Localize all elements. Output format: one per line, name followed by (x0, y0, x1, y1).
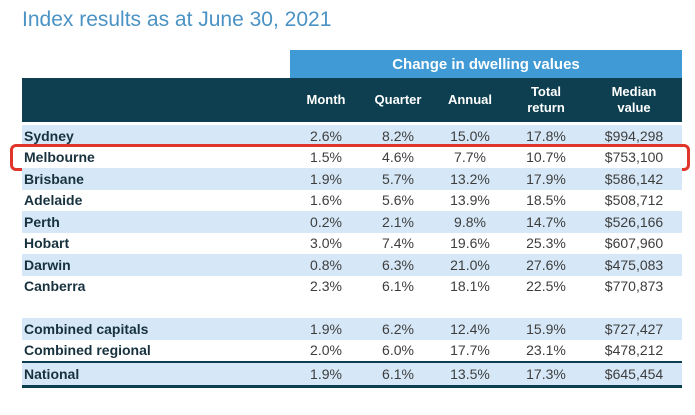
cell-median-value: $478,212 (604, 342, 664, 359)
table-row: Combined regional 2.0% 6.0% 17.7% 23.1% … (22, 339, 682, 361)
column-header-quarter: Quarter (374, 92, 422, 108)
cell-month: 1.9% (310, 365, 342, 382)
cell-quarter: 6.1% (382, 278, 414, 295)
cell-total-return: 10.7% (526, 149, 566, 166)
cell-median-value: $727,427 (604, 320, 664, 337)
cell-total-return: 15.9% (526, 320, 566, 337)
page-title: Index results as at June 30, 2021 (22, 8, 332, 31)
cell-quarter: 2.1% (382, 213, 414, 230)
column-header-annual: Annual (447, 92, 493, 108)
row-label: Darwin (24, 256, 71, 273)
cell-quarter: 6.3% (382, 256, 414, 273)
column-header-median-value: Median value (611, 84, 657, 115)
band-row: Change in dwelling values (22, 50, 682, 78)
cell-median-value: $607,960 (604, 235, 664, 252)
cell-quarter: 4.6% (382, 149, 414, 166)
row-label: Melbourne (24, 149, 95, 166)
cell-total-return: 17.9% (526, 170, 566, 187)
table-row: Darwin 0.8% 6.3% 21.0% 27.6% $475,083 (22, 254, 682, 276)
cell-total-return: 17.8% (526, 127, 566, 144)
cell-month: 1.5% (310, 149, 342, 166)
table-row: Combined capitals 1.9% 6.2% 12.4% 15.9% … (22, 318, 682, 340)
table-row: Brisbane 1.9% 5.7% 13.2% 17.9% $586,142 (22, 168, 682, 190)
cell-month: 2.0% (310, 342, 342, 359)
row-label: Adelaide (24, 192, 83, 209)
cell-month: 3.0% (310, 235, 342, 252)
cell-annual: 13.9% (450, 192, 490, 209)
row-label: National (24, 365, 80, 382)
column-header-total-return: Total return (527, 84, 565, 115)
cell-median-value: $586,142 (604, 170, 664, 187)
cell-annual: 17.7% (450, 342, 490, 359)
cell-median-value: $475,083 (604, 256, 664, 273)
table-body: Sydney 2.6% 8.2% 15.0% 17.8% $994,298 Me… (10, 122, 690, 388)
cell-median-value: $994,298 (604, 127, 664, 144)
cell-annual: 15.0% (450, 127, 490, 144)
row-label: Sydney (24, 127, 74, 144)
row-label: Combined capitals (24, 320, 149, 337)
cell-annual: 13.5% (450, 365, 490, 382)
cell-total-return: 25.3% (526, 235, 566, 252)
table-header-row: Month Quarter Annual Total return Median… (22, 78, 682, 122)
cell-month: 1.9% (310, 170, 342, 187)
cell-annual: 21.0% (450, 256, 490, 273)
cell-annual: 7.7% (454, 149, 486, 166)
cell-total-return: 18.5% (526, 192, 566, 209)
cell-month: 1.6% (310, 192, 342, 209)
cell-quarter: 5.6% (382, 192, 414, 209)
cell-annual: 18.1% (450, 278, 490, 295)
cell-month: 1.9% (310, 320, 342, 337)
cell-quarter: 8.2% (382, 127, 414, 144)
cell-annual: 13.2% (450, 170, 490, 187)
cell-median-value: $645,454 (604, 365, 664, 382)
cell-annual: 19.6% (450, 235, 490, 252)
cell-median-value: $508,712 (604, 192, 664, 209)
cell-total-return: 17.3% (526, 365, 566, 382)
cell-median-value: $770,873 (604, 278, 664, 295)
spacer-row (22, 297, 682, 318)
table-row: Canberra 2.3% 6.1% 18.1% 22.5% $770,873 (22, 275, 682, 297)
cell-median-value: $526,166 (604, 213, 664, 230)
table-row: National 1.9% 6.1% 13.5% 17.3% $645,454 (22, 361, 682, 388)
table-row: Sydney 2.6% 8.2% 15.0% 17.8% $994,298 (22, 125, 682, 147)
cell-quarter: 6.1% (382, 365, 414, 382)
cell-annual: 12.4% (450, 320, 490, 337)
table-row: Adelaide 1.6% 5.6% 13.9% 18.5% $508,712 (22, 189, 682, 211)
row-label: Perth (24, 213, 60, 230)
cell-month: 2.6% (310, 127, 342, 144)
table-row: Hobart 3.0% 7.4% 19.6% 25.3% $607,960 (22, 232, 682, 254)
cell-annual: 9.8% (454, 213, 486, 230)
column-header-region (22, 78, 290, 122)
cell-total-return: 23.1% (526, 342, 566, 359)
index-results-table: Change in dwelling values Month Quarter … (10, 50, 690, 388)
cell-quarter: 6.2% (382, 320, 414, 337)
cell-median-value: $753,100 (604, 149, 664, 166)
column-header-month: Month (306, 92, 346, 108)
row-label: Brisbane (24, 170, 84, 187)
row-label: Canberra (24, 278, 86, 295)
cell-month: 0.2% (310, 213, 342, 230)
cell-quarter: 5.7% (382, 170, 414, 187)
cell-total-return: 27.6% (526, 256, 566, 273)
cell-total-return: 14.7% (526, 213, 566, 230)
cell-quarter: 6.0% (382, 342, 414, 359)
table-row: Perth 0.2% 2.1% 9.8% 14.7% $526,166 (22, 211, 682, 233)
cell-quarter: 7.4% (382, 235, 414, 252)
row-label: Hobart (24, 235, 70, 252)
band-header: Change in dwelling values (290, 50, 682, 78)
table-row: Melbourne 1.5% 4.6% 7.7% 10.7% $753,100 (10, 143, 690, 171)
cell-total-return: 22.5% (526, 278, 566, 295)
cell-month: 0.8% (310, 256, 342, 273)
row-label: Combined regional (24, 342, 151, 359)
cell-month: 2.3% (310, 278, 342, 295)
